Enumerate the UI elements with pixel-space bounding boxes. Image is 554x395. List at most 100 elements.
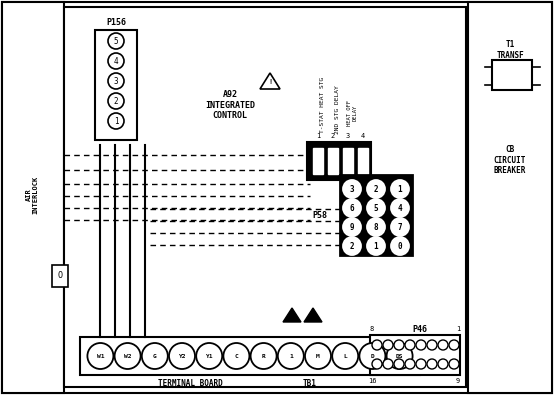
Circle shape xyxy=(449,340,459,350)
Text: 6: 6 xyxy=(350,203,355,213)
Bar xyxy=(64,7,466,387)
Text: 1: 1 xyxy=(289,354,293,359)
Circle shape xyxy=(343,237,361,255)
Circle shape xyxy=(305,343,331,369)
Text: 1: 1 xyxy=(374,241,378,250)
Circle shape xyxy=(383,359,393,369)
Bar xyxy=(468,2,552,393)
Text: R: R xyxy=(261,354,265,359)
Text: 4: 4 xyxy=(398,203,402,213)
Text: TB1: TB1 xyxy=(303,378,317,387)
Text: 7: 7 xyxy=(398,222,402,231)
Text: 3: 3 xyxy=(346,133,350,139)
Circle shape xyxy=(367,180,385,198)
Circle shape xyxy=(169,343,195,369)
Circle shape xyxy=(405,340,415,350)
Text: Y1: Y1 xyxy=(206,354,213,359)
Circle shape xyxy=(108,113,124,129)
Text: W1: W1 xyxy=(96,354,104,359)
Circle shape xyxy=(108,73,124,89)
Text: CB
CIRCUIT
BREAKER: CB CIRCUIT BREAKER xyxy=(494,145,526,175)
Text: P46: P46 xyxy=(413,325,428,333)
Circle shape xyxy=(115,343,141,369)
Circle shape xyxy=(367,237,385,255)
Circle shape xyxy=(387,343,413,369)
Bar xyxy=(358,148,368,174)
Text: 1: 1 xyxy=(316,133,320,139)
Circle shape xyxy=(360,343,386,369)
Circle shape xyxy=(438,359,448,369)
Text: 1: 1 xyxy=(398,184,402,194)
Text: 2: 2 xyxy=(374,184,378,194)
Text: 3: 3 xyxy=(350,184,355,194)
Bar xyxy=(307,142,371,180)
Circle shape xyxy=(108,33,124,49)
Text: G: G xyxy=(153,354,157,359)
Text: 5: 5 xyxy=(114,36,119,45)
Bar xyxy=(343,148,353,174)
Text: 4: 4 xyxy=(361,133,365,139)
Text: A92
INTEGRATED
CONTROL: A92 INTEGRATED CONTROL xyxy=(205,90,255,120)
Polygon shape xyxy=(304,308,322,322)
Circle shape xyxy=(391,218,409,236)
Text: P156: P156 xyxy=(106,17,126,26)
Text: L: L xyxy=(343,354,347,359)
Circle shape xyxy=(142,343,168,369)
Circle shape xyxy=(416,359,426,369)
Text: M: M xyxy=(316,354,320,359)
Bar xyxy=(340,175,412,255)
Text: Y2: Y2 xyxy=(178,354,186,359)
Text: T1
TRANSF: T1 TRANSF xyxy=(496,40,524,60)
Circle shape xyxy=(391,180,409,198)
Text: D: D xyxy=(371,354,375,359)
Circle shape xyxy=(343,199,361,217)
Text: 1: 1 xyxy=(456,326,460,332)
Text: 2: 2 xyxy=(311,314,315,318)
Circle shape xyxy=(250,343,276,369)
Bar xyxy=(313,148,323,174)
Text: 2: 2 xyxy=(331,133,335,139)
Circle shape xyxy=(427,340,437,350)
Circle shape xyxy=(438,340,448,350)
Circle shape xyxy=(343,180,361,198)
Bar xyxy=(370,335,460,375)
Text: AIR
INTERLOCK: AIR INTERLOCK xyxy=(25,176,38,214)
Text: 9: 9 xyxy=(350,222,355,231)
Circle shape xyxy=(416,340,426,350)
Text: C: C xyxy=(234,354,238,359)
Circle shape xyxy=(278,343,304,369)
Circle shape xyxy=(343,218,361,236)
Text: 16: 16 xyxy=(368,378,376,384)
Circle shape xyxy=(108,93,124,109)
Text: 2: 2 xyxy=(350,241,355,250)
Text: 3: 3 xyxy=(114,77,119,85)
Circle shape xyxy=(367,199,385,217)
Text: 8: 8 xyxy=(370,326,374,332)
Circle shape xyxy=(427,359,437,369)
Text: 8: 8 xyxy=(374,222,378,231)
Text: 1: 1 xyxy=(290,314,294,318)
Circle shape xyxy=(372,340,382,350)
Circle shape xyxy=(405,359,415,369)
Text: HEAT OFF
DELAY: HEAT OFF DELAY xyxy=(347,100,357,126)
Circle shape xyxy=(394,359,404,369)
Text: TERMINAL BOARD: TERMINAL BOARD xyxy=(158,378,222,387)
Bar xyxy=(52,265,68,287)
Text: 0: 0 xyxy=(398,241,402,250)
Circle shape xyxy=(449,359,459,369)
Circle shape xyxy=(383,340,393,350)
Circle shape xyxy=(391,199,409,217)
Text: W2: W2 xyxy=(124,354,131,359)
Circle shape xyxy=(391,237,409,255)
Text: T-STAT HEAT STG: T-STAT HEAT STG xyxy=(320,77,325,133)
Circle shape xyxy=(196,343,222,369)
Bar xyxy=(492,60,532,90)
Bar xyxy=(80,337,420,375)
Circle shape xyxy=(108,53,124,69)
Polygon shape xyxy=(283,308,301,322)
Text: 5: 5 xyxy=(374,203,378,213)
Circle shape xyxy=(367,218,385,236)
Text: 9: 9 xyxy=(456,378,460,384)
Circle shape xyxy=(372,359,382,369)
Text: DS: DS xyxy=(396,354,403,359)
